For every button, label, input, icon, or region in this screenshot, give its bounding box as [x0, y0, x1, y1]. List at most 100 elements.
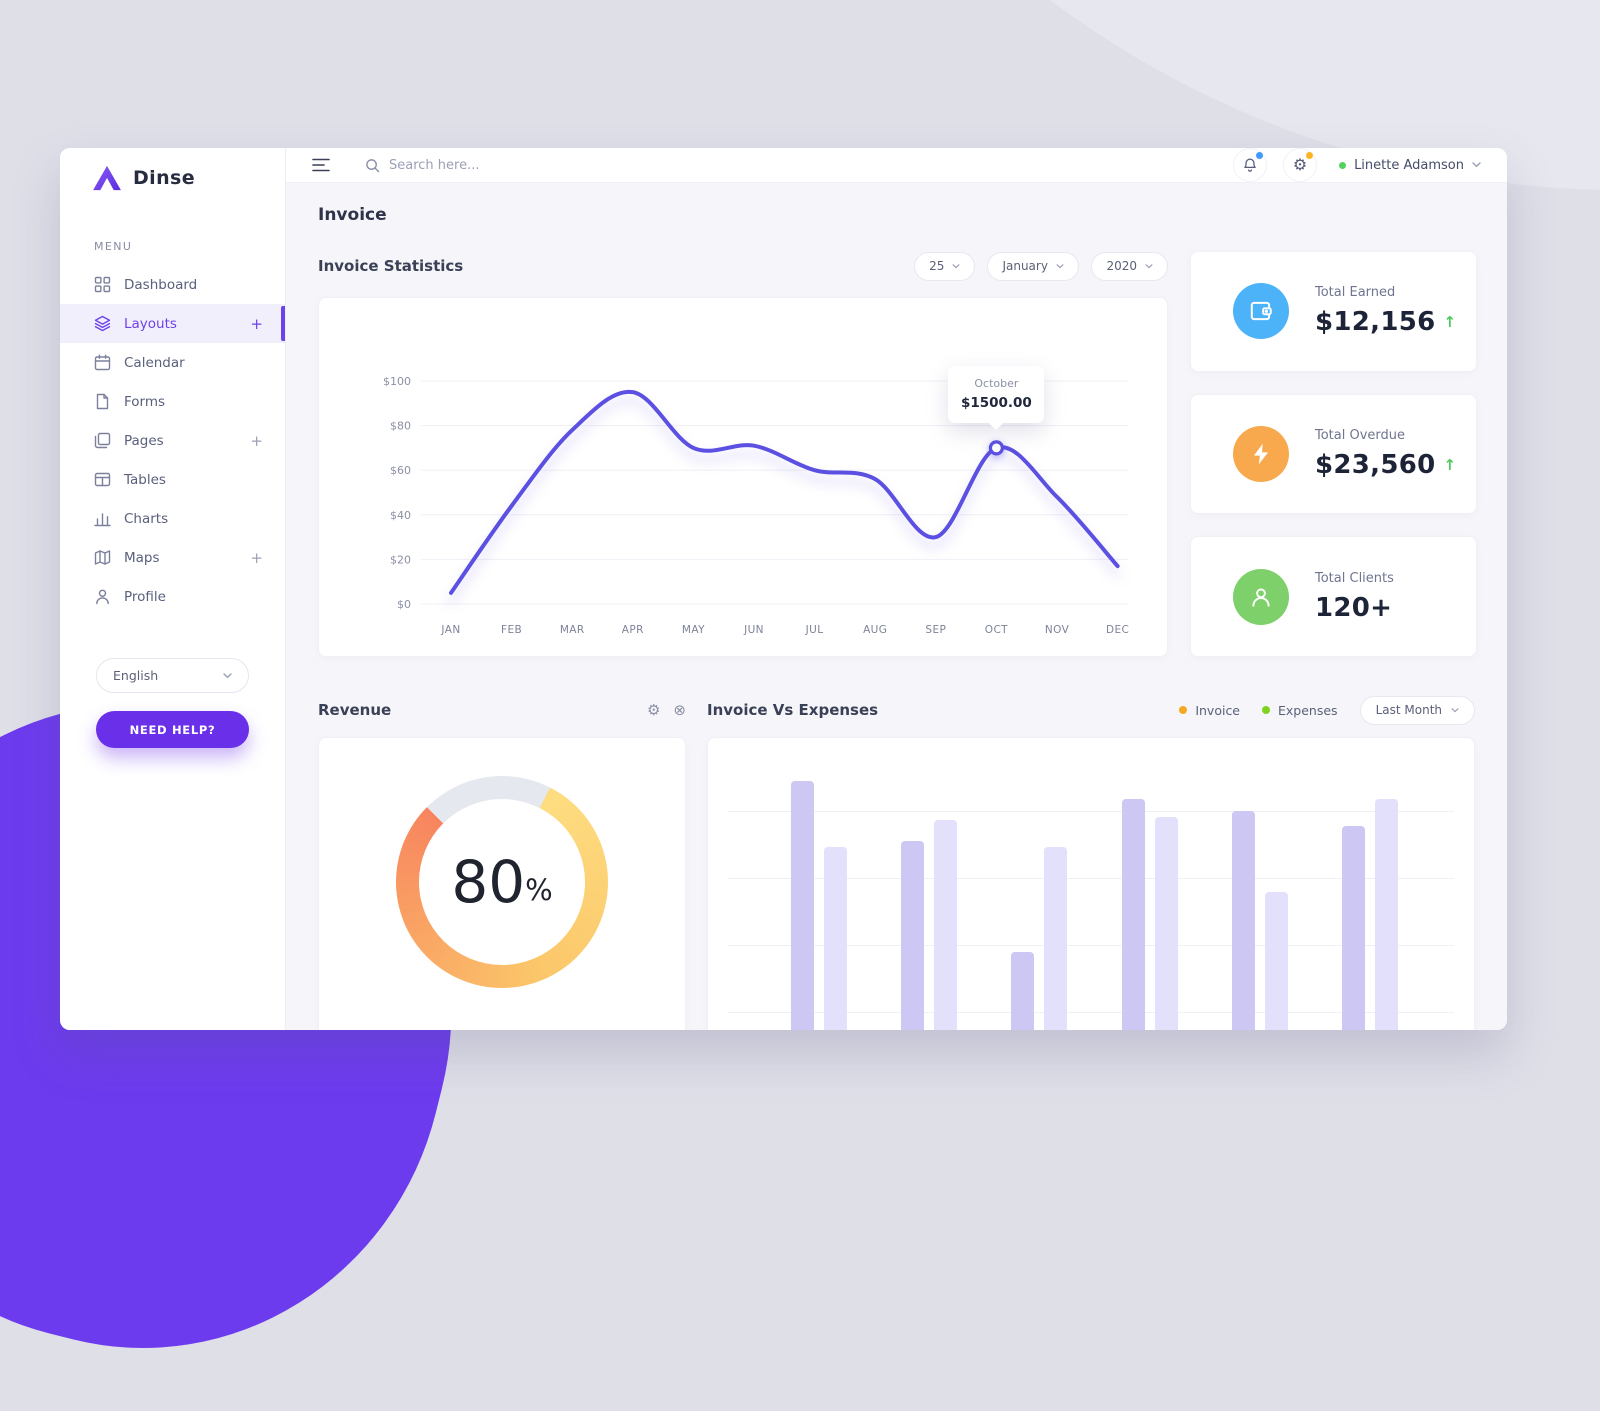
clients-icon: [1233, 568, 1289, 625]
expand-plus-icon: +: [250, 548, 263, 567]
sidebar-item-label: Layouts: [124, 315, 177, 332]
bar-expenses: [1154, 817, 1178, 1030]
period-dropdown[interactable]: Last Month: [1359, 695, 1475, 725]
bar-group: [1011, 847, 1068, 1030]
language-select[interactable]: English: [96, 658, 249, 693]
top-header: ⚙ Linette Adamson: [286, 148, 1507, 183]
svg-text:JUN: JUN: [743, 624, 764, 636]
user-name: Linette Adamson: [1354, 157, 1464, 173]
chevron-down-icon: [1145, 263, 1153, 269]
expand-plus-icon: +: [250, 431, 263, 450]
bar-chart: [791, 781, 1398, 1030]
legend-invoice: Invoice: [1179, 703, 1240, 718]
settings-button[interactable]: ⚙: [1283, 148, 1318, 182]
sidebar-item-label: Tables: [124, 471, 166, 488]
sidebar-item-profile[interactable]: Profile: [60, 577, 285, 616]
brand-name: Dinse: [133, 167, 196, 189]
revenue-card: 80 %: [318, 737, 686, 1030]
sidebar-item-pages[interactable]: Pages +: [60, 421, 285, 460]
svg-text:FEB: FEB: [501, 624, 522, 636]
revenue-settings-icon[interactable]: ⚙: [646, 700, 661, 719]
wallet-icon: [1233, 283, 1289, 340]
file-icon: [96, 393, 109, 410]
revenue-percent: 80 %: [451, 848, 553, 916]
bolt-icon: [1233, 426, 1289, 482]
svg-text:$20: $20: [390, 553, 411, 566]
line-chart-card: $100 $80 $60 $40 $20 $0 JAN FEB MAR APR MAY JUN JUL…: [318, 297, 1168, 657]
brand-logo-icon: [92, 165, 122, 191]
tooltip-month: October: [974, 376, 1019, 390]
need-help-button[interactable]: NEED HELP?: [96, 711, 249, 748]
invoice-line-chart: $100 $80 $60 $40 $20 $0 JAN FEB MAR APR MAY JUN JUL…: [383, 375, 1129, 636]
notifications-button[interactable]: [1233, 148, 1268, 182]
sidebar-item-layouts[interactable]: Layouts +: [60, 304, 285, 343]
svg-text:$80: $80: [390, 420, 411, 433]
bar-invoice: [901, 841, 925, 1030]
bar-group: [791, 781, 847, 1030]
brand-logo[interactable]: Dinse: [60, 148, 285, 208]
sidebar-item-tables[interactable]: Tables: [60, 460, 285, 499]
sidebar-item-forms[interactable]: Forms: [60, 382, 285, 421]
sidebar-item-charts[interactable]: Charts: [60, 499, 285, 538]
filter-year-dropdown[interactable]: 2020: [1091, 251, 1168, 281]
settings-alert-dot: [1306, 152, 1314, 159]
svg-text:$40: $40: [390, 509, 411, 522]
chevron-down-icon: [1472, 162, 1481, 168]
legend-dot-invoice: [1179, 706, 1188, 714]
table-icon: [94, 472, 111, 487]
bar-group: [1341, 799, 1398, 1030]
chart-filters: 25 January 2020: [914, 251, 1168, 281]
user-icon: [96, 589, 109, 605]
header-actions: ⚙ Linette Adamson: [1233, 148, 1481, 182]
svg-text:$60: $60: [390, 464, 411, 477]
gridline: [728, 1012, 1454, 1013]
bar-chart-card: [707, 737, 1475, 1030]
sidebar-item-label: Dashboard: [124, 276, 198, 293]
trend-up-arrow: ↑: [1443, 313, 1457, 332]
search-input[interactable]: [389, 157, 599, 173]
sidebar-section-label: MENU: [94, 240, 133, 253]
stat-card-total-earned: Total Earned $12,156 ↑: [1190, 251, 1477, 372]
bar-group: [901, 820, 958, 1030]
chevron-down-icon: [952, 263, 960, 269]
svg-text:AUG: AUG: [863, 624, 887, 636]
stat-cards-column: Total Earned $12,156 ↑ Total Overdu: [1190, 251, 1477, 658]
bar-group: [1231, 811, 1288, 1030]
user-menu[interactable]: Linette Adamson: [1339, 158, 1481, 173]
chart-tooltip: October $1500.00: [948, 365, 1045, 423]
layers-icon: [94, 315, 111, 332]
filter-count-dropdown[interactable]: 25: [914, 251, 976, 281]
calendar-icon: [94, 354, 111, 371]
svg-text:JUL: JUL: [805, 624, 824, 636]
svg-text:APR: APR: [622, 624, 644, 636]
stat-value: $23,560: [1315, 450, 1436, 480]
stat-card-total-clients: Total Clients 120+: [1190, 536, 1477, 658]
revenue-close-icon[interactable]: ⊗: [673, 700, 686, 719]
bar-expenses: [1374, 799, 1398, 1030]
chart-marker-dot: [988, 440, 1005, 456]
chevron-down-icon: [223, 672, 232, 679]
invoice-vs-expenses-section: Invoice Vs Expenses Invoice Expenses: [707, 695, 1475, 1030]
invoice-statistics-title: Invoice Statistics: [318, 257, 464, 275]
sidebar-nav: Dashboard Layouts + Calendar Forms Pages…: [60, 265, 285, 616]
svg-text:MAR: MAR: [560, 624, 585, 636]
sidebar-item-label: Calendar: [124, 354, 185, 371]
bar-invoice: [1231, 811, 1255, 1030]
revenue-donut: 80 %: [396, 776, 608, 988]
legend-expenses: Expenses: [1262, 703, 1338, 718]
bar-group: [1121, 799, 1178, 1030]
language-value: English: [113, 668, 159, 683]
search-bar: [365, 157, 599, 173]
sidebar-item-calendar[interactable]: Calendar: [60, 343, 285, 382]
filter-month-dropdown[interactable]: January: [987, 251, 1080, 281]
bar-invoice: [1011, 952, 1035, 1030]
stat-value: $12,156: [1315, 307, 1436, 338]
sidebar-item-maps[interactable]: Maps +: [60, 538, 285, 577]
chevron-down-icon: [1451, 707, 1459, 713]
online-status-dot: [1339, 161, 1347, 169]
gridline: [728, 945, 1454, 946]
menu-toggle-icon[interactable]: [312, 157, 331, 173]
revenue-title: Revenue: [318, 701, 392, 719]
sidebar-item-dashboard[interactable]: Dashboard: [60, 265, 285, 304]
invoice-vs-expenses-title: Invoice Vs Expenses: [707, 701, 879, 719]
